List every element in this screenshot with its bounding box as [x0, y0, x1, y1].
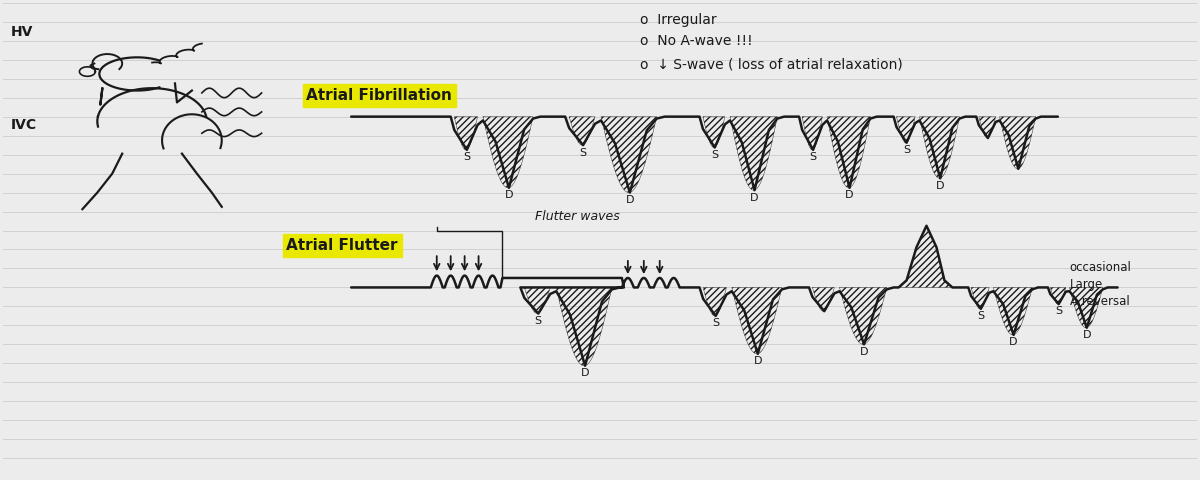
Text: D: D [505, 190, 514, 200]
Text: occasional
Large
A reversal: occasional Large A reversal [1070, 261, 1132, 308]
Text: D: D [754, 356, 762, 366]
Text: o  No A-wave !!!: o No A-wave !!! [640, 35, 752, 48]
Text: o  Irregular: o Irregular [640, 13, 716, 27]
Text: D: D [936, 181, 944, 191]
Text: D: D [1009, 337, 1018, 348]
Text: S: S [1055, 307, 1062, 316]
Text: S: S [463, 152, 470, 162]
Text: S: S [977, 311, 984, 321]
Text: HV: HV [11, 25, 34, 39]
Text: S: S [580, 147, 587, 157]
Text: S: S [712, 318, 719, 328]
Text: IVC: IVC [11, 118, 37, 132]
Text: Atrial Fibrillation: Atrial Fibrillation [306, 88, 452, 103]
Text: D: D [845, 190, 853, 200]
Text: D: D [859, 347, 869, 357]
Text: D: D [625, 195, 634, 205]
Text: Atrial Flutter: Atrial Flutter [287, 238, 398, 253]
Text: S: S [902, 145, 910, 155]
Text: D: D [1082, 330, 1091, 340]
Text: S: S [810, 152, 817, 162]
Text: S: S [712, 150, 719, 160]
Text: o  ↓ S-wave ( loss of atrial relaxation): o ↓ S-wave ( loss of atrial relaxation) [640, 57, 902, 71]
Text: D: D [750, 192, 758, 203]
Text: D: D [581, 368, 589, 378]
Text: S: S [535, 316, 542, 326]
Text: Flutter waves: Flutter waves [535, 210, 620, 223]
